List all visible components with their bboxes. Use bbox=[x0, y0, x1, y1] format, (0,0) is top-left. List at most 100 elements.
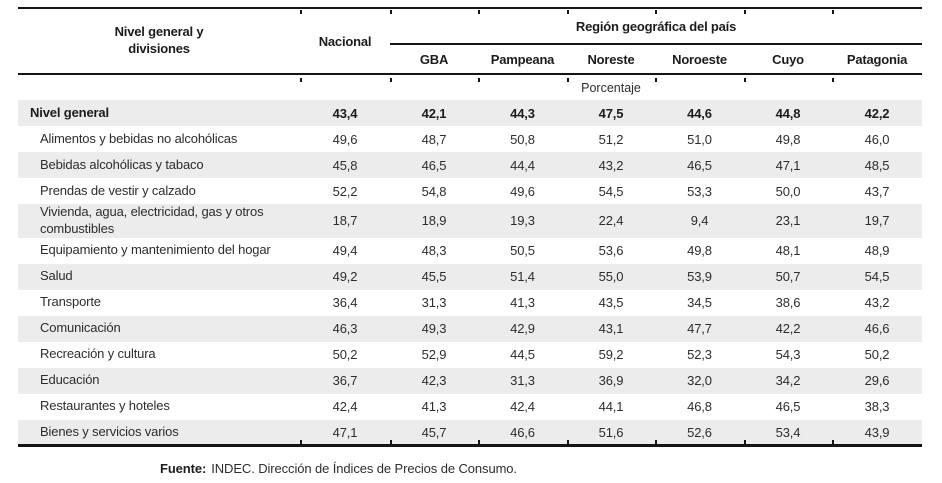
table-row: Prendas de vestir y calzado 52,2 54,8 49,6 5… bbox=[18, 178, 922, 204]
value-cell: 49,2 bbox=[332, 269, 358, 285]
value-cell: 36,9 bbox=[598, 373, 624, 389]
value-cell: 42,9 bbox=[510, 321, 535, 337]
column-tick bbox=[478, 440, 480, 445]
value-cell: 45,5 bbox=[421, 269, 447, 285]
column-header-patagonia: Patagonia bbox=[846, 51, 908, 67]
source-note: Fuente: INDEC. Dirección de Índices de Pr… bbox=[160, 461, 517, 476]
column-header-pampeana: Pampeana bbox=[490, 51, 555, 67]
value-cell: 42,2 bbox=[775, 321, 801, 337]
value-cell: 45,7 bbox=[421, 424, 447, 440]
value-cell: 42,4 bbox=[510, 399, 535, 415]
value-cell: 43,5 bbox=[598, 295, 624, 311]
column-header-divisions-label: Nivel general y divisiones bbox=[114, 24, 204, 56]
column-tick bbox=[744, 440, 746, 445]
column-header-noreste: Noreste bbox=[587, 51, 635, 67]
column-tick bbox=[300, 78, 302, 82]
value-cell: 22,4 bbox=[598, 213, 624, 229]
value-cell: 36,7 bbox=[332, 373, 358, 389]
table-row: Comunicación 46,3 49,3 42,9 43,1 47,7 42,2 46,6 bbox=[18, 315, 923, 342]
value-cell: 50,5 bbox=[510, 243, 535, 259]
value-cell: 54,5 bbox=[864, 269, 890, 285]
value-cell: 44,1 bbox=[598, 399, 624, 415]
source-label: Fuente: bbox=[160, 461, 207, 476]
value-cell: 41,3 bbox=[421, 399, 447, 415]
table-header: Nivel general y divisiones Nacional Regi… bbox=[18, 8, 923, 74]
value-cell: 43,7 bbox=[864, 183, 890, 199]
table-row: Alimentos y bebidas no alcohólicas 49,6 48… bbox=[18, 126, 922, 152]
value-cell: 54,3 bbox=[775, 347, 801, 363]
column-tick bbox=[567, 78, 569, 82]
column-tick bbox=[832, 440, 834, 445]
column-tick bbox=[567, 9, 569, 14]
value-cell: 54,5 bbox=[598, 183, 624, 199]
value-cell: 50,2 bbox=[864, 347, 890, 363]
row-label: Alimentos y bebidas no alcohólicas bbox=[40, 130, 238, 146]
column-tick bbox=[655, 440, 657, 445]
table-row: Salud 49,2 45,5 51,4 55,0 53,9 50,7 54,5 bbox=[18, 263, 923, 290]
value-cell: 48,9 bbox=[864, 243, 890, 259]
value-cell: 54,8 bbox=[421, 183, 447, 199]
table-row: Equipamiento y mantenimiento del hogar 49… bbox=[18, 238, 922, 264]
row-label: Educación bbox=[40, 372, 100, 388]
value-cell: 51,2 bbox=[598, 131, 624, 147]
value-cell: 18,9 bbox=[421, 213, 447, 229]
column-tick bbox=[832, 9, 834, 14]
value-cell: 47,1 bbox=[775, 157, 801, 173]
value-cell: 34,5 bbox=[687, 295, 712, 311]
value-cell: 49,4 bbox=[332, 243, 358, 259]
table-body: Porcentaje Nivel general 43,4 42,1 44,3 47,5… bbox=[18, 74, 923, 446]
value-cell: 31,3 bbox=[421, 295, 447, 311]
value-cell: 42,2 bbox=[864, 105, 890, 121]
value-cell: 46,5 bbox=[775, 399, 801, 415]
cpi-regions-table: Nivel general y divisiones Nacional Regi… bbox=[18, 7, 923, 448]
value-cell: 42,1 bbox=[421, 105, 447, 121]
value-cell: 49,8 bbox=[775, 131, 801, 147]
table-row: Vivienda, agua, electricidad, gas y otro… bbox=[18, 204, 923, 238]
value-cell: 46,6 bbox=[510, 424, 535, 440]
value-cell: 44,5 bbox=[510, 347, 535, 363]
column-tick bbox=[655, 78, 657, 82]
value-cell: 32,0 bbox=[687, 373, 712, 389]
column-tick bbox=[390, 78, 392, 82]
value-cell: 31,3 bbox=[510, 373, 535, 389]
column-group-region: Región geográfica del país bbox=[390, 8, 923, 45]
value-cell: 53,6 bbox=[598, 243, 624, 259]
column-tick bbox=[567, 440, 569, 445]
value-cell: 46,5 bbox=[687, 157, 712, 173]
value-cell: 38,6 bbox=[775, 295, 801, 311]
value-cell: 48,1 bbox=[775, 243, 801, 259]
value-cell: 47,7 bbox=[687, 321, 712, 337]
value-cell: 43,2 bbox=[598, 157, 624, 173]
column-header-divisions: Nivel general y divisiones bbox=[18, 8, 300, 74]
value-cell: 18,7 bbox=[332, 213, 358, 229]
value-cell: 53,9 bbox=[687, 269, 712, 285]
value-cell: 51,6 bbox=[598, 424, 624, 440]
value-cell: 46,6 bbox=[864, 321, 890, 337]
row-label: Restaurantes y hoteles bbox=[40, 398, 170, 414]
value-cell: 50,7 bbox=[775, 269, 801, 285]
row-label: Vivienda, agua, electricidad, gas y otro… bbox=[40, 204, 264, 236]
value-cell: 43,9 bbox=[864, 424, 890, 440]
column-tick bbox=[832, 78, 834, 82]
value-cell: 29,6 bbox=[864, 373, 890, 389]
value-cell: 48,5 bbox=[864, 157, 890, 173]
column-tick bbox=[478, 9, 480, 14]
value-cell: 44,8 bbox=[775, 105, 801, 121]
table-row: Bienes y servicios varios 47,1 45,7 46,6 51,… bbox=[18, 419, 923, 446]
row-label: Transporte bbox=[40, 294, 101, 310]
value-cell: 44,6 bbox=[687, 105, 712, 121]
value-cell: 44,3 bbox=[510, 105, 535, 121]
row-label: Recreación y cultura bbox=[40, 346, 156, 362]
value-cell: 52,2 bbox=[332, 183, 358, 199]
value-cell: 43,4 bbox=[332, 105, 358, 121]
value-cell: 50,0 bbox=[775, 183, 801, 199]
column-header-nacional: Nacional bbox=[318, 33, 372, 49]
row-label: Comunicación bbox=[40, 320, 121, 336]
value-cell: 43,2 bbox=[864, 295, 890, 311]
value-cell: 38,3 bbox=[864, 399, 890, 415]
value-cell: 23,1 bbox=[775, 213, 801, 229]
unit-row-spacer bbox=[18, 74, 300, 100]
row-label: Bebidas alcohólicas y tabaco bbox=[40, 156, 204, 172]
column-header-gba: GBA bbox=[419, 51, 449, 67]
value-cell: 44,4 bbox=[510, 157, 535, 173]
